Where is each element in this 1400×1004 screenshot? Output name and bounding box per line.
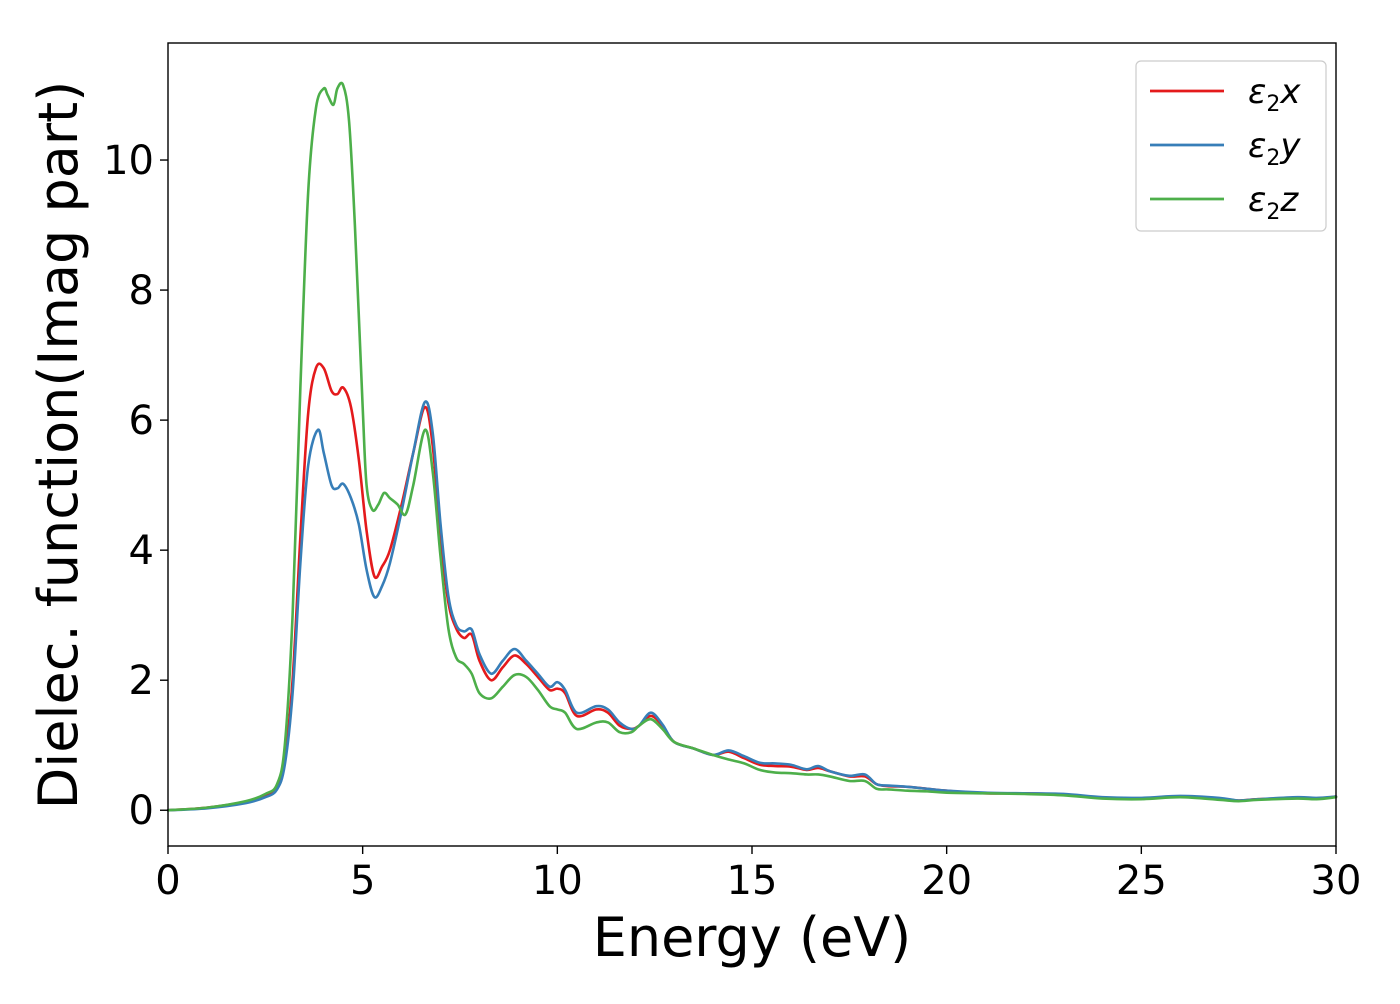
legend-label-y: ε2y [1248,126,1301,171]
y-tick-label: 6 [129,398,154,444]
x-tick-label: 10 [532,858,583,904]
series-line-y [166,400,1338,812]
x-tick-label: 20 [921,858,972,904]
y-tick-label: 10 [103,138,154,184]
x-tick-label: 5 [350,858,375,904]
y-axis-label: Dielec. function(Imag part) [27,81,90,810]
series-line-z [166,81,1338,812]
legend: ε2x ε2y ε2z [1135,60,1327,232]
legend-box [1135,60,1327,232]
y-axis: 0 2 4 6 8 10 [103,138,168,834]
x-axis: 0 5 10 15 20 25 30 [155,846,1361,904]
x-tick-label: 15 [727,858,778,904]
legend-label-z: ε2z [1248,180,1299,225]
y-tick-label: 0 [129,788,154,834]
x-tick-label: 0 [155,858,180,904]
x-axis-label: Energy (eV) [593,906,912,969]
series-layer [166,81,1338,812]
y-tick-label: 8 [129,268,154,314]
y-tick-label: 2 [129,658,154,704]
y-tick-label: 4 [129,528,154,574]
x-tick-label: 30 [1311,858,1362,904]
legend-label-x: ε2x [1248,72,1301,117]
x-tick-label: 25 [1116,858,1167,904]
